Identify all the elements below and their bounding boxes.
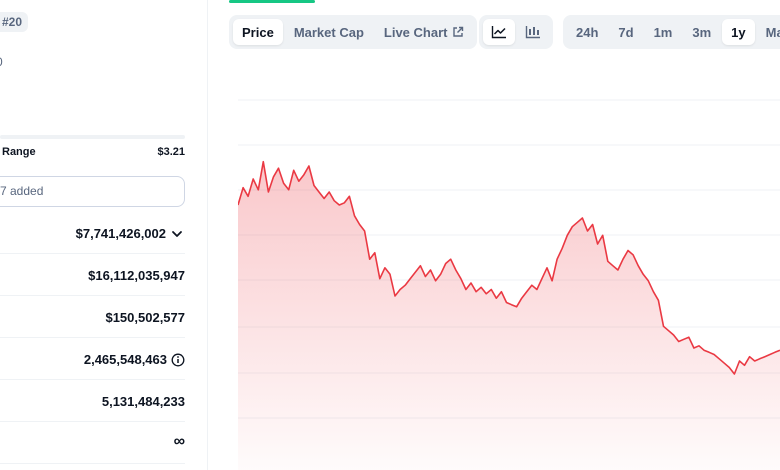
watchlist-button[interactable]	[0, 176, 185, 207]
range-7d[interactable]: 7d	[618, 24, 634, 40]
stat-fragment: 0	[0, 55, 3, 69]
stat-row-6: ∞	[0, 422, 185, 464]
tab-live-chart[interactable]: Live Chart	[375, 19, 474, 45]
stats-panel: #20 0 Range $3.21 7 added $7,741,426,002…	[0, 0, 208, 470]
price-area-fill	[238, 161, 780, 470]
tab-price[interactable]: Price	[233, 19, 283, 45]
candlestick-chart-button[interactable]	[517, 19, 549, 45]
stat-value-3: $150,502,577	[105, 310, 185, 325]
stat-value-2: $16,112,035,947	[88, 268, 185, 283]
stat-value-1[interactable]: $7,741,426,002	[76, 226, 184, 241]
stat-value-5: 5,131,484,233	[101, 394, 185, 409]
watchlist-count: 7 added	[0, 184, 44, 198]
info-icon[interactable]	[171, 353, 185, 367]
stat-row-1: $7,741,426,002	[0, 212, 185, 254]
chart-type-toggle	[479, 15, 553, 49]
stat-row-4: 2,465,548,463	[0, 338, 185, 380]
range-high-value: $3.21	[157, 146, 185, 158]
line-chart-icon	[491, 25, 507, 39]
price-line	[237, 160, 780, 375]
range-24h[interactable]: 24h	[576, 24, 599, 40]
chart-view-tabs: Price Market Cap Live Chart	[229, 15, 478, 49]
range-1m[interactable]: 1m	[653, 24, 673, 40]
candlestick-chart-icon	[525, 25, 541, 39]
stat-row-5: 5,131,484,233	[0, 380, 185, 422]
time-range-selector: 24h 7d 1m 3m 1y Max	[563, 15, 780, 49]
stat-value-4: 2,465,548,463	[84, 352, 185, 367]
range-max[interactable]: Max	[765, 24, 780, 40]
range-label: Range	[2, 146, 36, 158]
external-link-icon	[452, 26, 464, 38]
tab-market-cap[interactable]: Market Cap	[293, 24, 364, 40]
range-3m[interactable]: 3m	[692, 24, 712, 40]
range-bar	[0, 135, 185, 139]
price-chart[interactable]	[237, 70, 780, 470]
price-chart-svg	[237, 99, 780, 470]
line-chart-button[interactable]	[483, 19, 515, 45]
chevron-down-icon[interactable]	[170, 227, 184, 241]
range-1y[interactable]: 1y	[722, 19, 755, 45]
stat-row-3: $150,502,577	[0, 296, 185, 338]
active-tab-indicator	[229, 0, 315, 3]
stat-row-2: $16,112,035,947	[0, 254, 185, 296]
rank-badge: #20	[0, 12, 29, 32]
stat-value-6: ∞	[173, 433, 185, 450]
